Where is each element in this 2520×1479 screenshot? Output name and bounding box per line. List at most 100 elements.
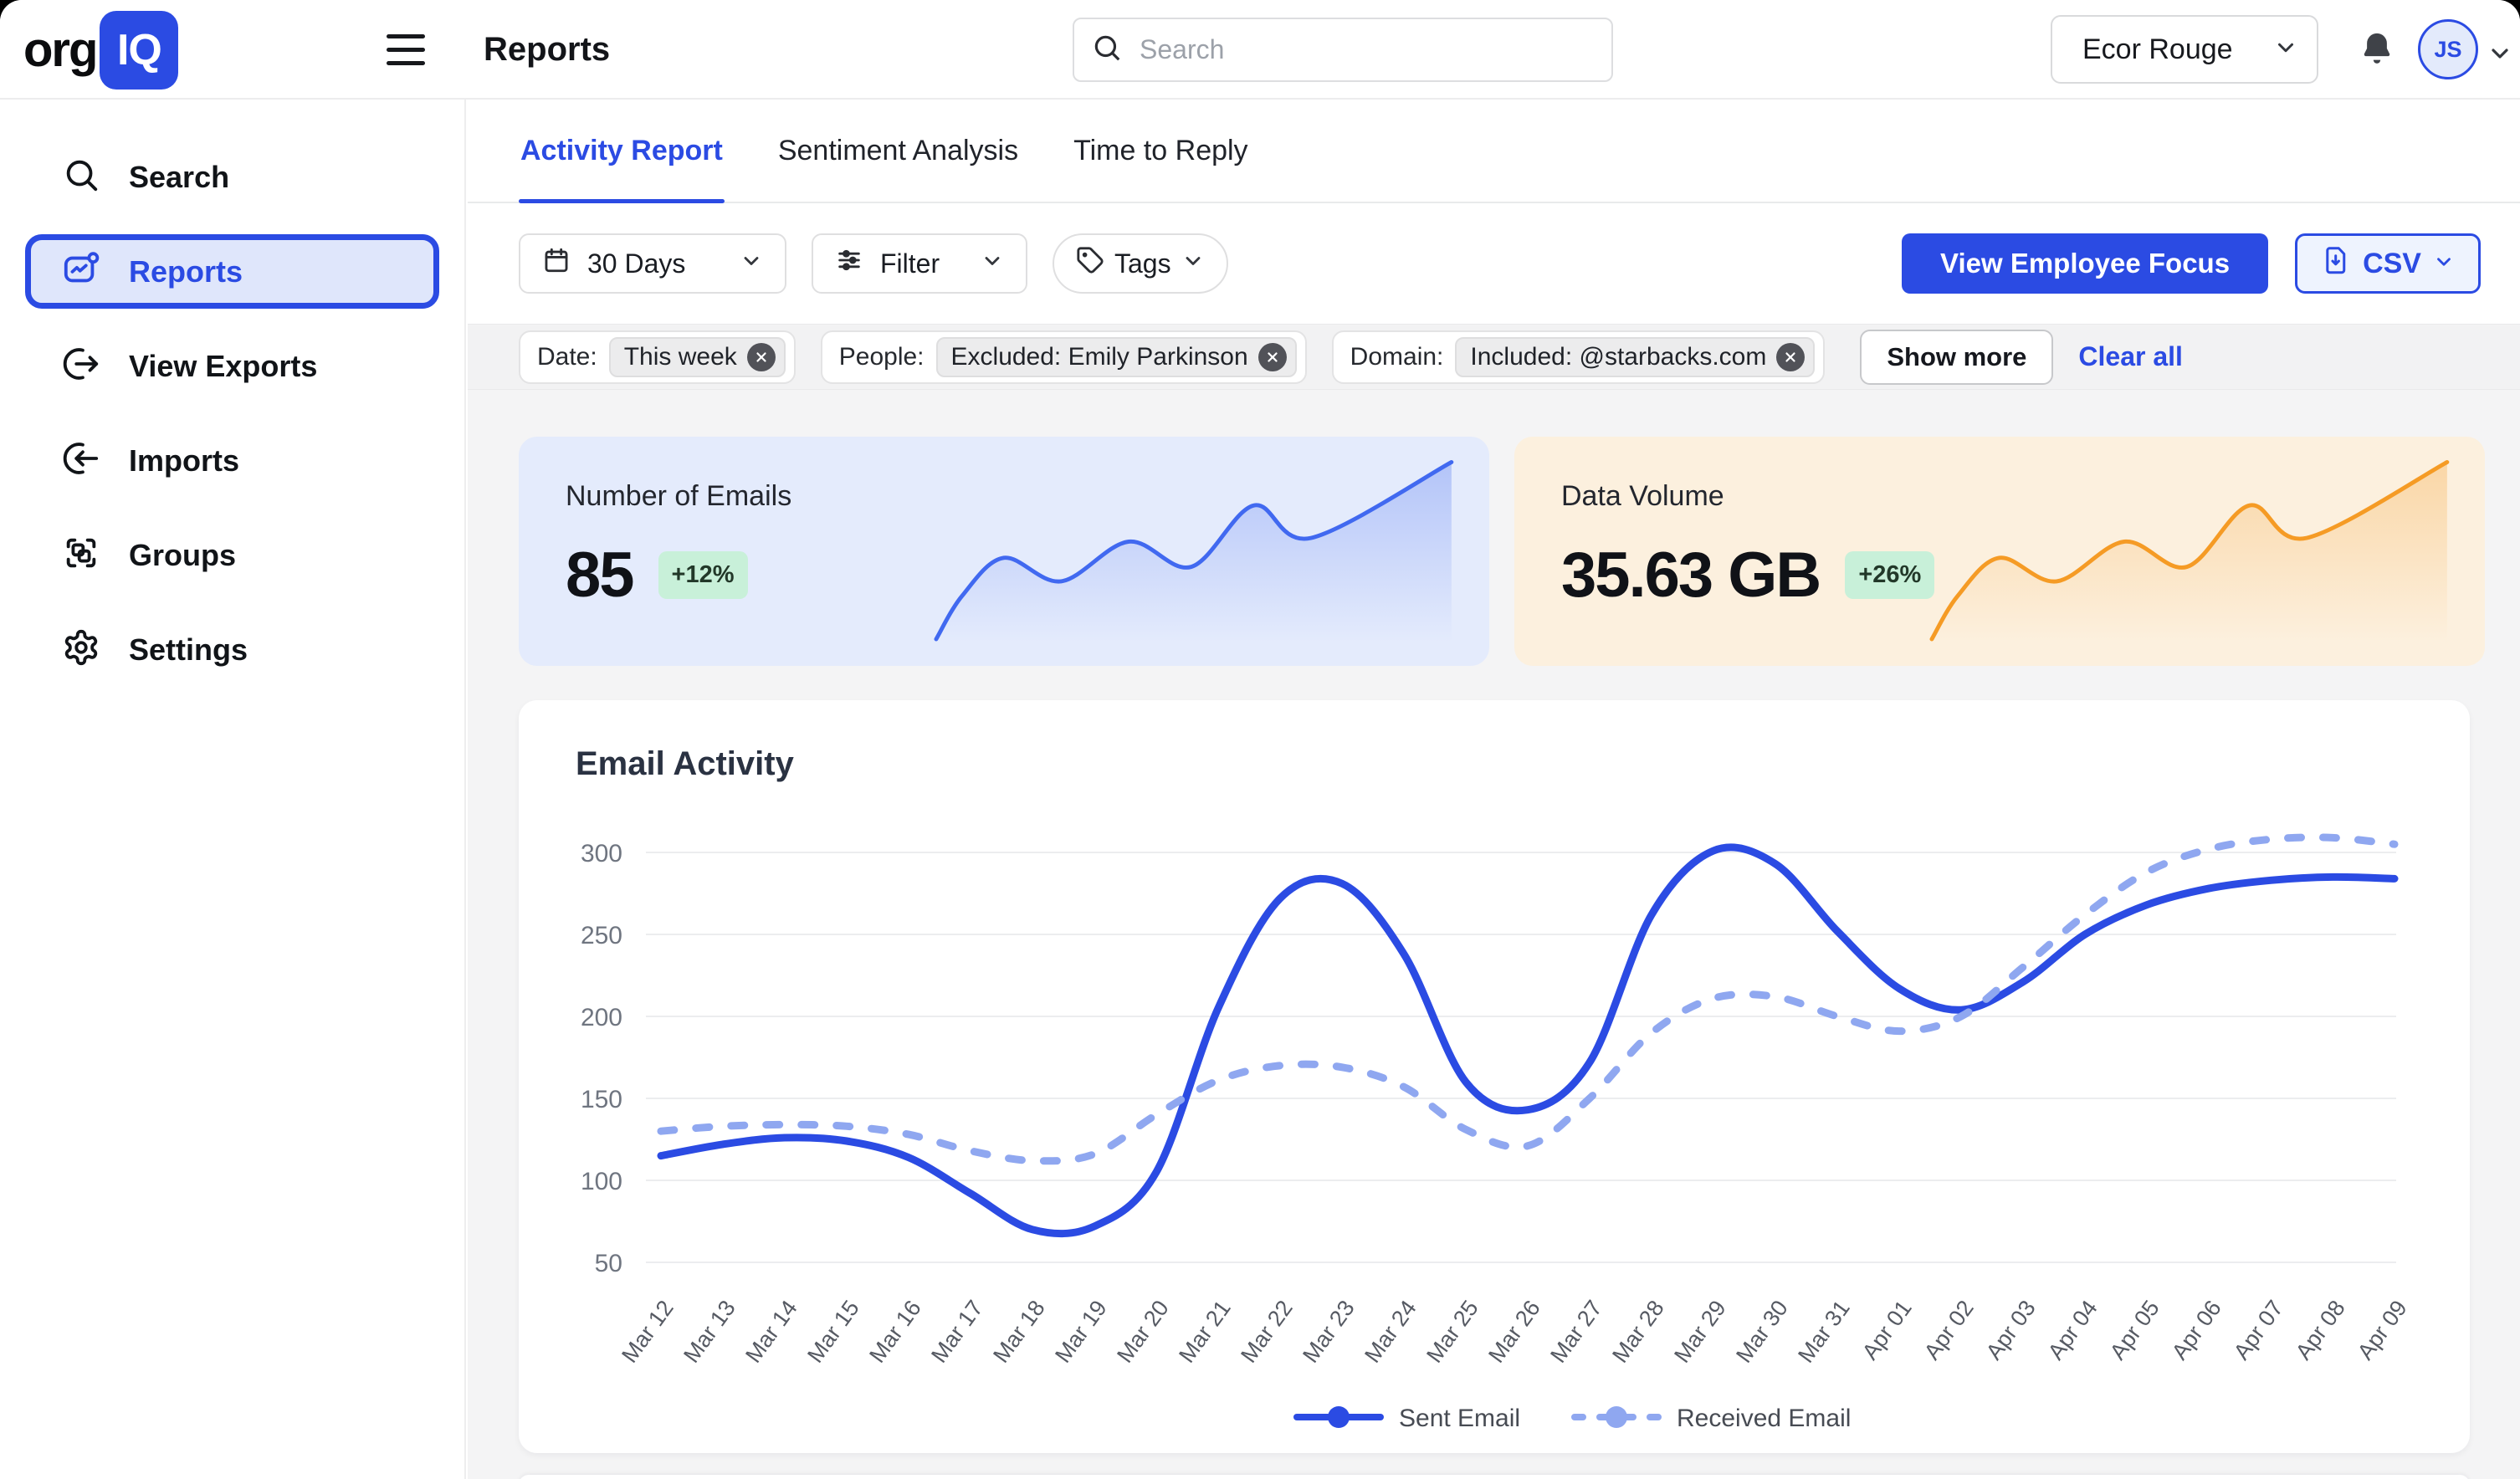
sidebar-item-imports[interactable]: Imports [0, 413, 464, 508]
toolbar-left-group: 30 Days Filter Tags [519, 233, 1228, 294]
remove-filter-icon[interactable] [746, 342, 776, 371]
view-employee-focus-button[interactable]: View Employee Focus [1902, 233, 2269, 294]
sidebar-item-search[interactable]: Search [0, 130, 464, 224]
logo-text-org: org [23, 23, 98, 77]
svg-text:Apr 02: Apr 02 [1919, 1296, 1979, 1364]
filter-chip-value-text: Included: @starbacks.com [1470, 342, 1767, 371]
svg-text:Mar 21: Mar 21 [1174, 1296, 1236, 1368]
svg-text:Apr 09: Apr 09 [2353, 1296, 2412, 1364]
date-range-dropdown[interactable]: 30 Days [519, 233, 786, 294]
sidebar-item-view-exports[interactable]: View Exports [0, 319, 464, 413]
export-icon [62, 345, 100, 387]
calendar-icon [542, 246, 571, 281]
hamburger-menu-icon[interactable] [387, 34, 425, 65]
svg-text:Apr 06: Apr 06 [2167, 1296, 2226, 1364]
remove-filter-icon[interactable] [1776, 342, 1805, 371]
volume-trend-sparkline [1929, 452, 2455, 651]
filter-chip-value: This week [608, 336, 786, 377]
svg-text:Apr 08: Apr 08 [2291, 1296, 2350, 1364]
reports-icon [62, 250, 100, 293]
svg-text:Mar 30: Mar 30 [1731, 1296, 1793, 1368]
svg-text:Mar 14: Mar 14 [740, 1296, 802, 1368]
svg-text:Mar 31: Mar 31 [1793, 1296, 1855, 1368]
sidebar-item-label: Reports [129, 253, 243, 289]
csv-label: CSV [2363, 247, 2421, 279]
account-menu-chevron-icon[interactable] [2487, 40, 2513, 69]
svg-text:Apr 03: Apr 03 [1981, 1296, 2041, 1364]
svg-text:Mar 29: Mar 29 [1669, 1296, 1731, 1368]
legend-item-sent-email[interactable]: Sent Email [1293, 1405, 1520, 1432]
tags-label: Tags [1114, 248, 1171, 279]
svg-text:Mar 17: Mar 17 [926, 1296, 988, 1368]
sidebar-item-reports[interactable]: Reports [25, 234, 439, 309]
filter-chip-value-text: Excluded: Emily Parkinson [950, 342, 1248, 371]
chevron-down-icon [2273, 35, 2298, 64]
main-content: Activity Report Sentiment Analysis Time … [468, 100, 2520, 1479]
svg-text:Mar 19: Mar 19 [1050, 1296, 1112, 1368]
groups-icon [62, 534, 100, 576]
sidebar-item-settings[interactable]: Settings [0, 602, 464, 697]
csv-file-icon [2321, 245, 2351, 283]
email-activity-chart: 50 100 150 200 250 300 Mar 12 Mar 13 Mar 14 Mar 1… [519, 794, 2470, 1453]
active-filters-bar: Date: This week People: Excluded: Emily … [468, 324, 2520, 390]
chevron-down-icon [981, 248, 1004, 279]
stat-card-title: Data Volume [1561, 480, 1724, 512]
svg-text:150: 150 [581, 1086, 622, 1113]
csv-export-button[interactable]: CSV [2295, 233, 2481, 294]
app-logo[interactable]: org IQ [23, 0, 179, 100]
svg-text:50: 50 [595, 1250, 622, 1277]
stat-delta-badge: +26% [1845, 551, 1935, 599]
sidebar-item-label: Search [129, 159, 230, 194]
tab-time-to-reply[interactable]: Time to Reply [1072, 100, 1249, 202]
top-bar: org IQ Reports Ecor Rouge JS [0, 0, 2520, 100]
sidebar-item-groups[interactable]: Groups [0, 508, 464, 602]
filter-dropdown[interactable]: Filter [812, 233, 1027, 294]
filter-chip-label: People: [838, 342, 925, 371]
svg-text:Mar 12: Mar 12 [617, 1296, 679, 1368]
legend-item-received-email[interactable]: Received Email [1571, 1405, 1851, 1432]
svg-text:Mar 24: Mar 24 [1360, 1296, 1421, 1368]
svg-text:250: 250 [581, 922, 622, 949]
tab-activity-report[interactable]: Activity Report [519, 100, 725, 203]
svg-text:Mar 18: Mar 18 [988, 1296, 1050, 1368]
stat-cards-row: Number of Emails 85 +12% Data Volume 35.… [519, 437, 2485, 666]
svg-text:Mar 26: Mar 26 [1483, 1296, 1545, 1368]
email-activity-card: Email Activity 50 100 150 200 250 300 Mar 12 Ma… [519, 700, 2470, 1453]
search-input[interactable] [1138, 33, 1595, 66]
stat-card-value: 85 [566, 540, 635, 611]
report-toolbar: 30 Days Filter Tags View Employee Focus [468, 203, 2520, 324]
filter-chip-date: Date: This week [519, 330, 796, 384]
report-body: Number of Emails 85 +12% Data Volume 35.… [468, 390, 2520, 1479]
filter-chip-people: People: Excluded: Emily Parkinson [820, 330, 1307, 384]
svg-text:Mar 28: Mar 28 [1607, 1296, 1669, 1368]
sidebar: Search Reports View Exports Imports Grou… [0, 100, 466, 1479]
avatar-initials: JS [2434, 36, 2462, 62]
filter-chip-value: Included: @starbacks.com [1455, 336, 1816, 377]
show-more-button[interactable]: Show more [1860, 329, 2054, 385]
chevron-down-icon [740, 248, 763, 279]
emails-trend-sparkline [934, 452, 1459, 651]
avatar[interactable]: JS [2418, 19, 2478, 79]
report-tabs: Activity Report Sentiment Analysis Time … [468, 100, 2520, 203]
clear-all-link[interactable]: Clear all [2078, 341, 2183, 371]
svg-text:Mar 16: Mar 16 [864, 1296, 926, 1368]
logo-iq-box: IQ [100, 10, 179, 90]
tags-dropdown[interactable]: Tags [1053, 233, 1228, 294]
svg-text:Apr 01: Apr 01 [1857, 1296, 1917, 1364]
svg-text:Received Email: Received Email [1677, 1405, 1851, 1432]
svg-text:Apr 05: Apr 05 [2105, 1296, 2164, 1364]
gear-icon [62, 628, 100, 671]
filter-chip-label: Date: [537, 342, 597, 371]
remove-filter-icon[interactable] [1257, 342, 1287, 371]
sliders-icon [835, 246, 863, 281]
tab-sentiment-analysis[interactable]: Sentiment Analysis [776, 100, 1020, 202]
svg-text:Mar 27: Mar 27 [1545, 1296, 1607, 1368]
organization-selector[interactable]: Ecor Rouge [2051, 15, 2318, 84]
svg-text:100: 100 [581, 1168, 622, 1195]
notifications-button[interactable] [2358, 30, 2396, 71]
svg-text:Mar 23: Mar 23 [1298, 1296, 1360, 1368]
chart-title: Email Activity [576, 745, 794, 782]
